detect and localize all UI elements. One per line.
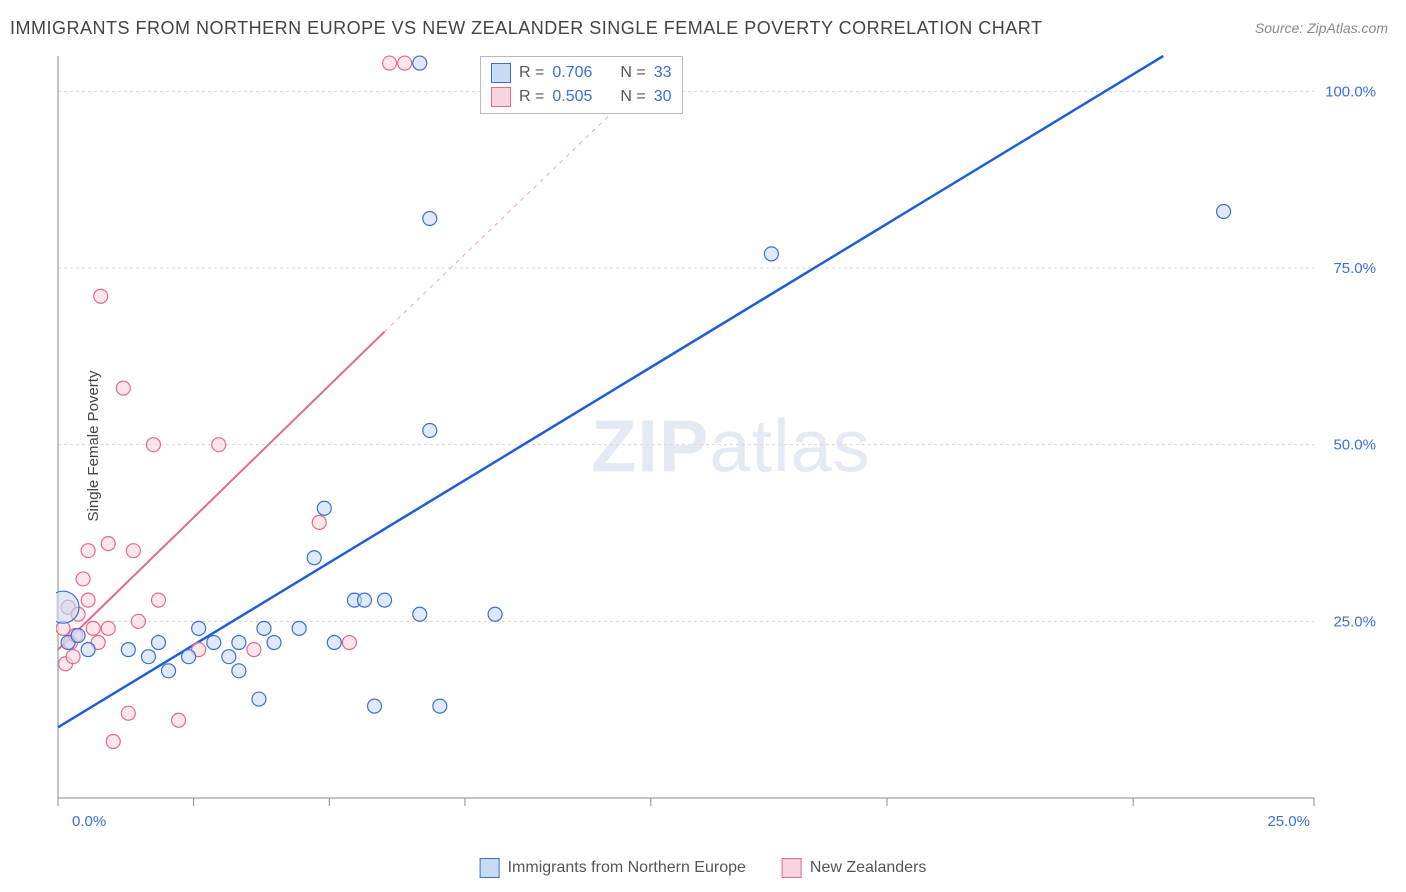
legend-swatch-blue bbox=[491, 63, 511, 83]
n-value-pink: 30 bbox=[654, 88, 672, 106]
r-label: R = bbox=[519, 88, 544, 106]
source-label: Source: ZipAtlas.com bbox=[1255, 20, 1388, 36]
legend-swatch-pink bbox=[491, 87, 511, 107]
svg-text:50.0%: 50.0% bbox=[1333, 437, 1376, 454]
svg-text:100.0%: 100.0% bbox=[1325, 83, 1376, 100]
n-label: N = bbox=[620, 64, 645, 82]
r-value-blue: 0.706 bbox=[552, 64, 592, 82]
n-label: N = bbox=[620, 88, 645, 106]
n-value-blue: 33 bbox=[654, 64, 672, 82]
svg-text:25.0%: 25.0% bbox=[1333, 613, 1376, 630]
r-label: R = bbox=[519, 64, 544, 82]
legend-item-pink: New Zealanders bbox=[782, 858, 927, 878]
chart-title: IMMIGRANTS FROM NORTHERN EUROPE VS NEW Z… bbox=[10, 18, 1042, 39]
scatter-plot: 25.0% 50.0% 75.0% 100.0% 0.0% 25.0% bbox=[56, 52, 1386, 842]
svg-text:75.0%: 75.0% bbox=[1333, 260, 1376, 277]
r-value-pink: 0.505 bbox=[552, 88, 592, 106]
stats-legend: R = 0.706 N = 33 R = 0.505 N = 30 bbox=[480, 56, 683, 114]
series-legend: Immigrants from Northern Europe New Zeal… bbox=[480, 858, 927, 878]
legend-item-blue: Immigrants from Northern Europe bbox=[480, 858, 746, 878]
svg-text:25.0%: 25.0% bbox=[1267, 813, 1310, 830]
svg-text:0.0%: 0.0% bbox=[72, 813, 106, 830]
